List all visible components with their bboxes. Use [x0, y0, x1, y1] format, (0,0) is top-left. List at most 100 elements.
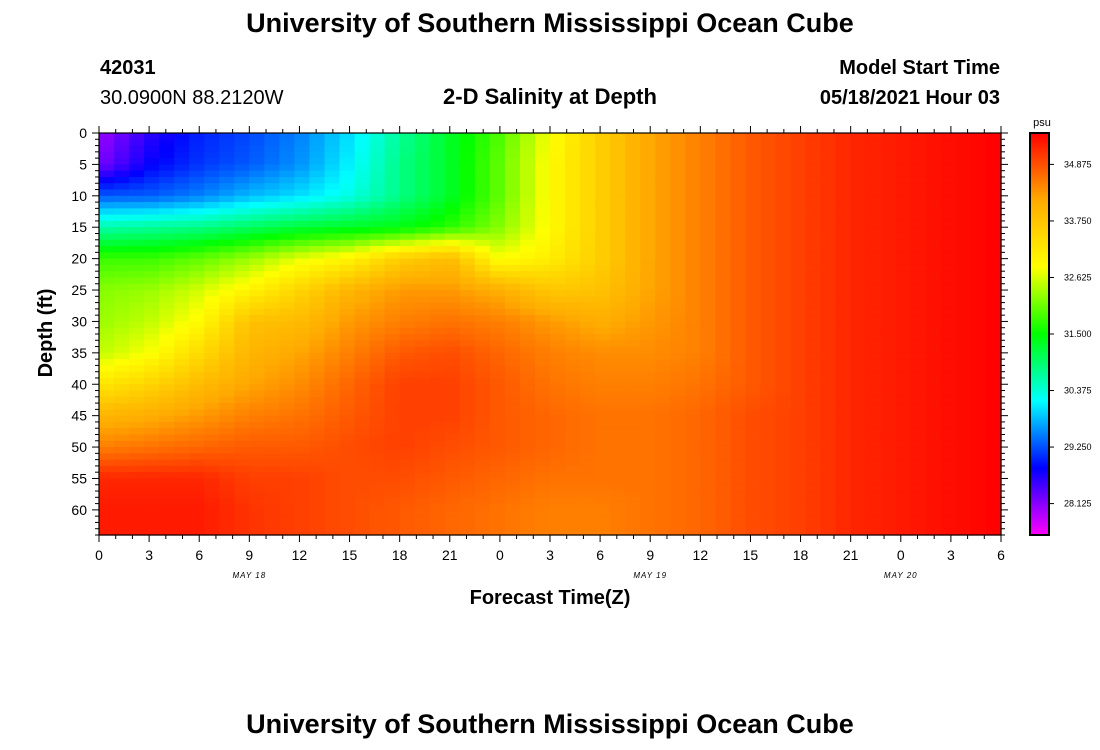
heatmap-cell — [745, 484, 762, 492]
heatmap-cell — [730, 497, 747, 505]
heatmap-cell — [595, 371, 611, 379]
heatmap-cell — [129, 403, 145, 410]
heatmap-cell — [760, 528, 777, 536]
heatmap-cell — [955, 214, 972, 222]
heatmap-cell — [670, 327, 686, 335]
heatmap-cell — [910, 327, 927, 335]
heatmap-cell — [369, 302, 386, 310]
heatmap-cell — [324, 440, 341, 448]
heatmap-cell — [264, 327, 280, 335]
heatmap-cell — [519, 283, 536, 291]
heatmap-cell — [204, 365, 220, 373]
heatmap-cell — [519, 434, 536, 442]
heatmap-cell — [339, 459, 356, 467]
heatmap-cell — [174, 296, 190, 304]
heatmap-cell — [159, 403, 175, 410]
heatmap-cell — [444, 139, 461, 147]
heatmap-cell — [940, 133, 957, 140]
heatmap-cell — [474, 315, 491, 323]
heatmap-cell — [820, 227, 837, 235]
heatmap-cell — [474, 440, 491, 448]
heatmap-cell — [775, 158, 792, 166]
heatmap-cell — [414, 327, 431, 335]
heatmap-cell — [910, 384, 927, 392]
heatmap-cell — [790, 396, 807, 404]
heatmap-cell — [339, 497, 356, 505]
heatmap-cell — [670, 390, 686, 398]
heatmap-cell — [369, 528, 386, 536]
heatmap-cell — [339, 409, 356, 417]
heatmap-cell — [595, 296, 611, 304]
heatmap-cell — [174, 390, 190, 398]
heatmap-cell — [985, 258, 1002, 266]
heatmap-cell — [730, 509, 747, 517]
heatmap-cell — [925, 478, 942, 486]
heatmap-cell — [565, 409, 581, 417]
heatmap-cell — [805, 252, 822, 260]
heatmap-cell — [880, 220, 897, 228]
heatmap-cell — [204, 522, 220, 530]
heatmap-cell — [534, 139, 551, 147]
heatmap-cell — [534, 258, 551, 266]
heatmap-cell — [144, 528, 160, 536]
heatmap-cell — [895, 447, 912, 454]
heatmap-cell — [369, 321, 386, 329]
heatmap-cell — [279, 327, 296, 335]
heatmap-cell — [459, 491, 476, 498]
heatmap-cell — [550, 189, 566, 197]
heatmap-cell — [580, 384, 596, 392]
heatmap-cell — [775, 277, 792, 285]
heatmap-cell — [474, 497, 491, 505]
heatmap-cell — [940, 214, 957, 222]
heatmap-cell — [399, 396, 416, 404]
heatmap-cell — [354, 365, 371, 373]
heatmap-cell — [159, 189, 175, 197]
heatmap-cell — [670, 472, 686, 480]
heatmap-cell — [249, 183, 265, 191]
heatmap-cell — [850, 296, 867, 304]
heatmap-cell — [114, 528, 130, 536]
heatmap-cell — [339, 283, 356, 291]
heatmap-cell — [504, 509, 521, 517]
heatmap-cell — [955, 428, 972, 436]
heatmap-cell — [760, 491, 777, 498]
heatmap-cell — [925, 440, 942, 448]
heatmap-cell — [745, 403, 762, 410]
heatmap-cell — [595, 233, 611, 241]
heatmap-cell — [234, 220, 250, 228]
heatmap-cell — [790, 208, 807, 216]
heatmap-cell — [339, 183, 356, 191]
heatmap-cell — [865, 283, 882, 291]
heatmap-cell — [129, 302, 145, 310]
heatmap-cell — [429, 176, 446, 184]
heatmap-cell — [670, 340, 686, 348]
heatmap-cell — [745, 233, 762, 241]
heatmap-cell — [970, 258, 987, 266]
heatmap-cell — [429, 484, 446, 492]
heatmap-cell — [219, 327, 235, 335]
heatmap-cell — [910, 202, 927, 209]
heatmap-cell — [354, 409, 371, 417]
heatmap-cell — [129, 227, 145, 235]
heatmap-cell — [835, 415, 852, 423]
x-tick-label: 0 — [496, 547, 504, 563]
heatmap-cell — [835, 189, 852, 197]
heatmap-cell — [189, 478, 205, 486]
heatmap-cell — [354, 371, 371, 379]
heatmap-cell — [324, 447, 341, 454]
heatmap-cell — [339, 239, 356, 247]
heatmap-cell — [745, 183, 762, 191]
heatmap-cell — [985, 158, 1002, 166]
heatmap-cell — [745, 434, 762, 442]
heatmap-cell — [459, 447, 476, 454]
heatmap-cell — [174, 371, 190, 379]
heatmap-cell — [895, 220, 912, 228]
heatmap-cell — [955, 283, 972, 291]
heatmap-cell — [459, 258, 476, 266]
heatmap-cell — [880, 283, 897, 291]
heatmap-cell — [805, 321, 822, 329]
heatmap-cell — [625, 233, 641, 241]
heatmap-cell — [565, 170, 581, 178]
heatmap-cell — [565, 176, 581, 184]
heatmap-cell — [519, 465, 536, 473]
